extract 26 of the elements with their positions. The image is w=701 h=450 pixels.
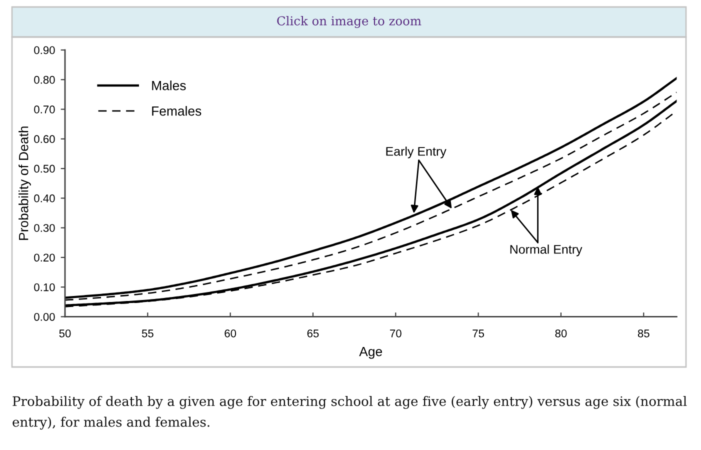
- x-tick-label: 75: [472, 330, 484, 338]
- text: Probability of death by a given age for entering school at age five (early entry) versus age six (normal entry), for males and females.: [12, 396, 687, 430]
- text: Click on image to zoom: [277, 16, 422, 28]
- annotation: Normal Entry: [510, 244, 582, 256]
- x-tick-label: 80: [555, 329, 567, 338]
- x-axis-title: Age: [359, 346, 382, 359]
- y-tick-label: 0.30: [34, 224, 55, 232]
- y-tick-label: 0.10: [34, 283, 55, 292]
- y-tick-label: 0.00: [34, 312, 55, 321]
- x-tick-label: 85: [638, 329, 650, 338]
- y-tick-label: 0.90: [34, 46, 55, 54]
- x-tick-label: 65: [307, 329, 319, 338]
- y-tick-label: 0.60: [34, 135, 55, 144]
- y-axis-title: Probability of Death: [18, 126, 31, 240]
- x-tick-label: 50: [59, 329, 71, 338]
- y-tick-label: 0.80: [34, 76, 55, 84]
- x-tick-label: 70: [390, 329, 402, 338]
- y-tick-label: 0.20: [34, 254, 55, 262]
- legend-label: Males: [152, 80, 186, 90]
- y-tick-label: 0.40: [34, 194, 55, 202]
- annotation: Early Entry: [386, 146, 446, 158]
- y-tick-label: 0.50: [34, 164, 55, 173]
- x-tick-label: 55: [142, 330, 154, 338]
- x-tick-label: 60: [224, 329, 236, 338]
- legend-label: Females: [152, 106, 202, 116]
- y-tick-label: 0.70: [34, 106, 55, 114]
